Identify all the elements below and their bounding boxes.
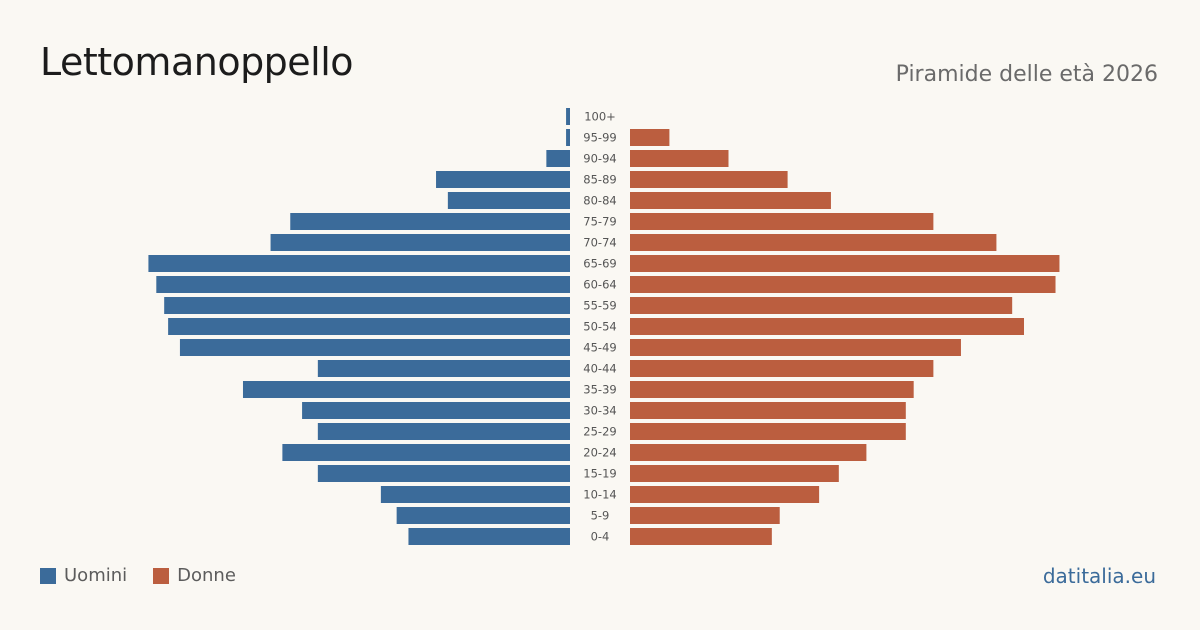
age-label: 25-29 <box>583 425 616 439</box>
bar-men-75-79 <box>290 213 570 230</box>
brand-link[interactable]: datitalia.eu <box>1042 564 1156 588</box>
bar-men-45-49 <box>179 339 570 356</box>
bar-women-95-99 <box>630 129 670 146</box>
legend-label-men: Uomini <box>64 565 128 586</box>
age-label: 10-14 <box>583 488 616 502</box>
bar-women-20-24 <box>630 444 867 461</box>
bar-women-70-74 <box>630 234 997 251</box>
age-label: 55-59 <box>583 299 616 313</box>
chart-title: Lettomanoppello <box>40 40 354 84</box>
legend-item-men: Uomini <box>40 565 127 586</box>
bar-women-5-9 <box>630 507 780 524</box>
bar-women-65-69 <box>630 255 1060 272</box>
bar-men-30-34 <box>302 402 570 419</box>
bar-women-50-54 <box>630 318 1024 335</box>
bar-women-55-59 <box>630 297 1013 314</box>
legend: Uomini Donne <box>40 565 262 586</box>
bar-men-90-94 <box>546 150 570 167</box>
bar-men-85-89 <box>436 171 570 188</box>
age-label: 80-84 <box>583 194 616 208</box>
bar-men-60-64 <box>156 276 571 293</box>
age-label: 85-89 <box>583 173 616 187</box>
bar-men-95-99 <box>566 129 570 146</box>
age-label: 70-74 <box>583 236 616 250</box>
bar-women-40-44 <box>630 360 934 377</box>
bar-women-30-34 <box>630 402 906 419</box>
age-label: 15-19 <box>583 467 616 481</box>
age-label: 75-79 <box>583 215 616 229</box>
bar-men-40-44 <box>317 360 570 377</box>
age-label: 50-54 <box>583 320 616 334</box>
age-label: 0-4 <box>591 530 610 544</box>
bar-men-70-74 <box>270 234 570 251</box>
age-label: 90-94 <box>583 152 616 166</box>
bar-men-55-59 <box>164 297 570 314</box>
bar-men-25-29 <box>317 423 570 440</box>
bar-men-15-19 <box>317 465 570 482</box>
bar-men-65-69 <box>148 255 571 272</box>
bar-women-25-29 <box>630 423 906 440</box>
bar-women-75-79 <box>630 213 934 230</box>
age-label: 20-24 <box>583 446 616 460</box>
legend-item-women: Donne <box>153 565 236 586</box>
bar-women-80-84 <box>630 192 831 209</box>
age-label: 65-69 <box>583 257 616 271</box>
bar-men-100+ <box>566 108 570 125</box>
age-label: 45-49 <box>583 341 616 355</box>
age-label: 35-39 <box>583 383 616 397</box>
bar-women-35-39 <box>630 381 914 398</box>
bar-men-80-84 <box>447 192 570 209</box>
bar-men-10-14 <box>380 486 570 503</box>
age-label: 40-44 <box>583 362 616 376</box>
bar-men-50-54 <box>168 318 570 335</box>
bar-men-5-9 <box>396 507 570 524</box>
legend-swatch-women <box>153 567 170 584</box>
chart-subtitle: Piramide delle età 2026 <box>895 62 1158 87</box>
bar-women-10-14 <box>630 486 820 503</box>
bar-women-85-89 <box>630 171 788 188</box>
age-label: 100+ <box>584 110 616 124</box>
bar-women-90-94 <box>630 150 729 167</box>
bar-women-15-19 <box>630 465 839 482</box>
age-label: 30-34 <box>583 404 616 418</box>
bar-women-45-49 <box>630 339 961 356</box>
bar-men-20-24 <box>282 444 570 461</box>
bar-women-0-4 <box>630 528 772 545</box>
age-label: 60-64 <box>583 278 616 292</box>
bar-men-35-39 <box>242 381 571 398</box>
legend-swatch-men <box>40 567 56 584</box>
legend-label-women: Donne <box>177 565 236 586</box>
bar-women-60-64 <box>630 276 1056 293</box>
age-label: 5-9 <box>591 509 610 523</box>
bar-men-0-4 <box>408 528 570 545</box>
age-label: 95-99 <box>583 131 616 145</box>
